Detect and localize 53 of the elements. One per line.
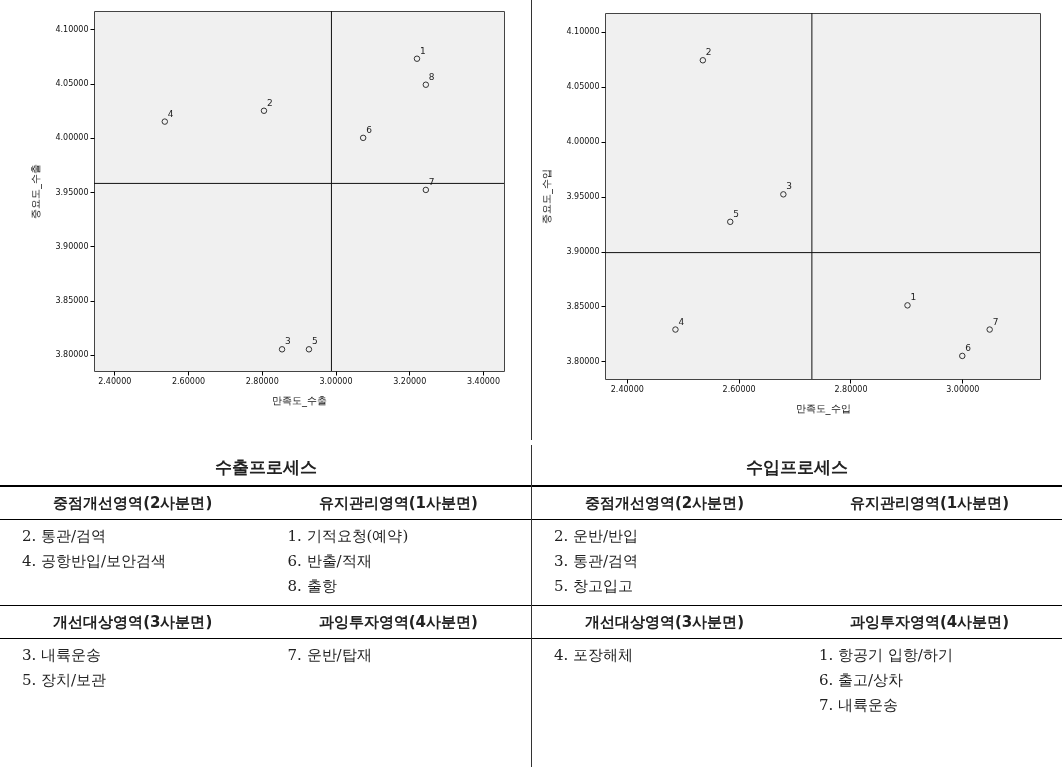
annotation: 6 [366,124,373,135]
y-tick-label: 4.10000 [55,24,89,34]
x-tick-label: 2.40000 [98,376,132,386]
x-tick-label: 3.00000 [319,376,353,386]
annotation: 7 [428,176,435,187]
x-tick-label: 2.80000 [245,376,279,386]
y-tick-label: 3.85000 [566,301,600,311]
text: 중점개선영역(2사분면) 2. 통관/검역 4. 공항반입/보안검색 [21,493,214,572]
annotation: 3 [285,336,291,347]
text: 유지관리영역(1사분면) 1. 기적요청(예약) 6. 반출/적재 8. 출항 [286,493,479,597]
y-axis-title: 중요도_수입 [541,169,554,224]
annotation: 5 [733,208,739,219]
x-tick-label: 3.40000 [466,376,501,386]
annotation: 1 [419,45,426,56]
x-tick-label: 3.00000 [946,384,980,394]
x-tick-label: 2.40000 [610,384,644,394]
text: 과잉투자영역(4사분면) 7. 운반/탑재 [286,612,479,666]
y-tick-label: 4.05000 [566,82,600,92]
x-tick-label: 3.20000 [393,376,427,386]
y-tick-label: 3.95000 [566,192,600,202]
x-axis-title: 만족도_수출 [272,394,327,407]
text: 수입프로세스 [532,445,1062,487]
annotation: 2 [705,47,712,58]
text: 개선대상영역(3사분면) 4. 포장해체 [553,612,746,666]
y-tick-label: 3.80000 [55,350,89,360]
annotation: 2 [266,97,273,108]
y-axis-title: 중요도_수출 [30,164,43,219]
x-tick-label: 2.60000 [171,376,206,386]
text: 중점개선영역(2사분면) 2. 운반/반입 3. 통관/검역 5. 창고입고 [553,493,746,597]
text: 개선대상영역(3사분면) 3. 내륙운송 5. 장치/보관 [21,612,214,691]
annotation: 8 [428,71,435,82]
annotation: 6 [965,342,972,353]
text: 유지관리영역(1사분면) [797,487,1062,520]
y-tick-label: 3.90000 [566,247,600,256]
annotation: 4 [678,316,685,327]
y-tick-label: 4.00000 [566,137,600,147]
annotation: 4 [167,108,174,119]
y-tick-label: 4.10000 [566,27,600,37]
text: 수출프로세스 [0,445,531,487]
y-tick-label: 3.90000 [55,241,89,251]
annotation: 3 [786,181,793,192]
x-tick-label: 2.60000 [722,384,756,394]
y-tick-label: 3.85000 [55,296,89,306]
annotation: 7 [992,316,999,327]
x-axis-title: 만족도_수입 [795,402,851,415]
y-tick-label: 3.95000 [55,187,89,197]
annotation: 1 [910,292,917,303]
text: 과잉투자영역(4사분면) 1. 항공기 입항/하기 6. 출고/상차 7. 내륙운송 [818,612,1011,716]
annotation: 5 [311,336,318,347]
y-tick-label: 4.05000 [55,79,89,89]
y-tick-label: 3.80000 [566,356,600,366]
y-tick-label: 4.00000 [55,133,89,143]
x-tick-label: 2.80000 [834,384,868,394]
